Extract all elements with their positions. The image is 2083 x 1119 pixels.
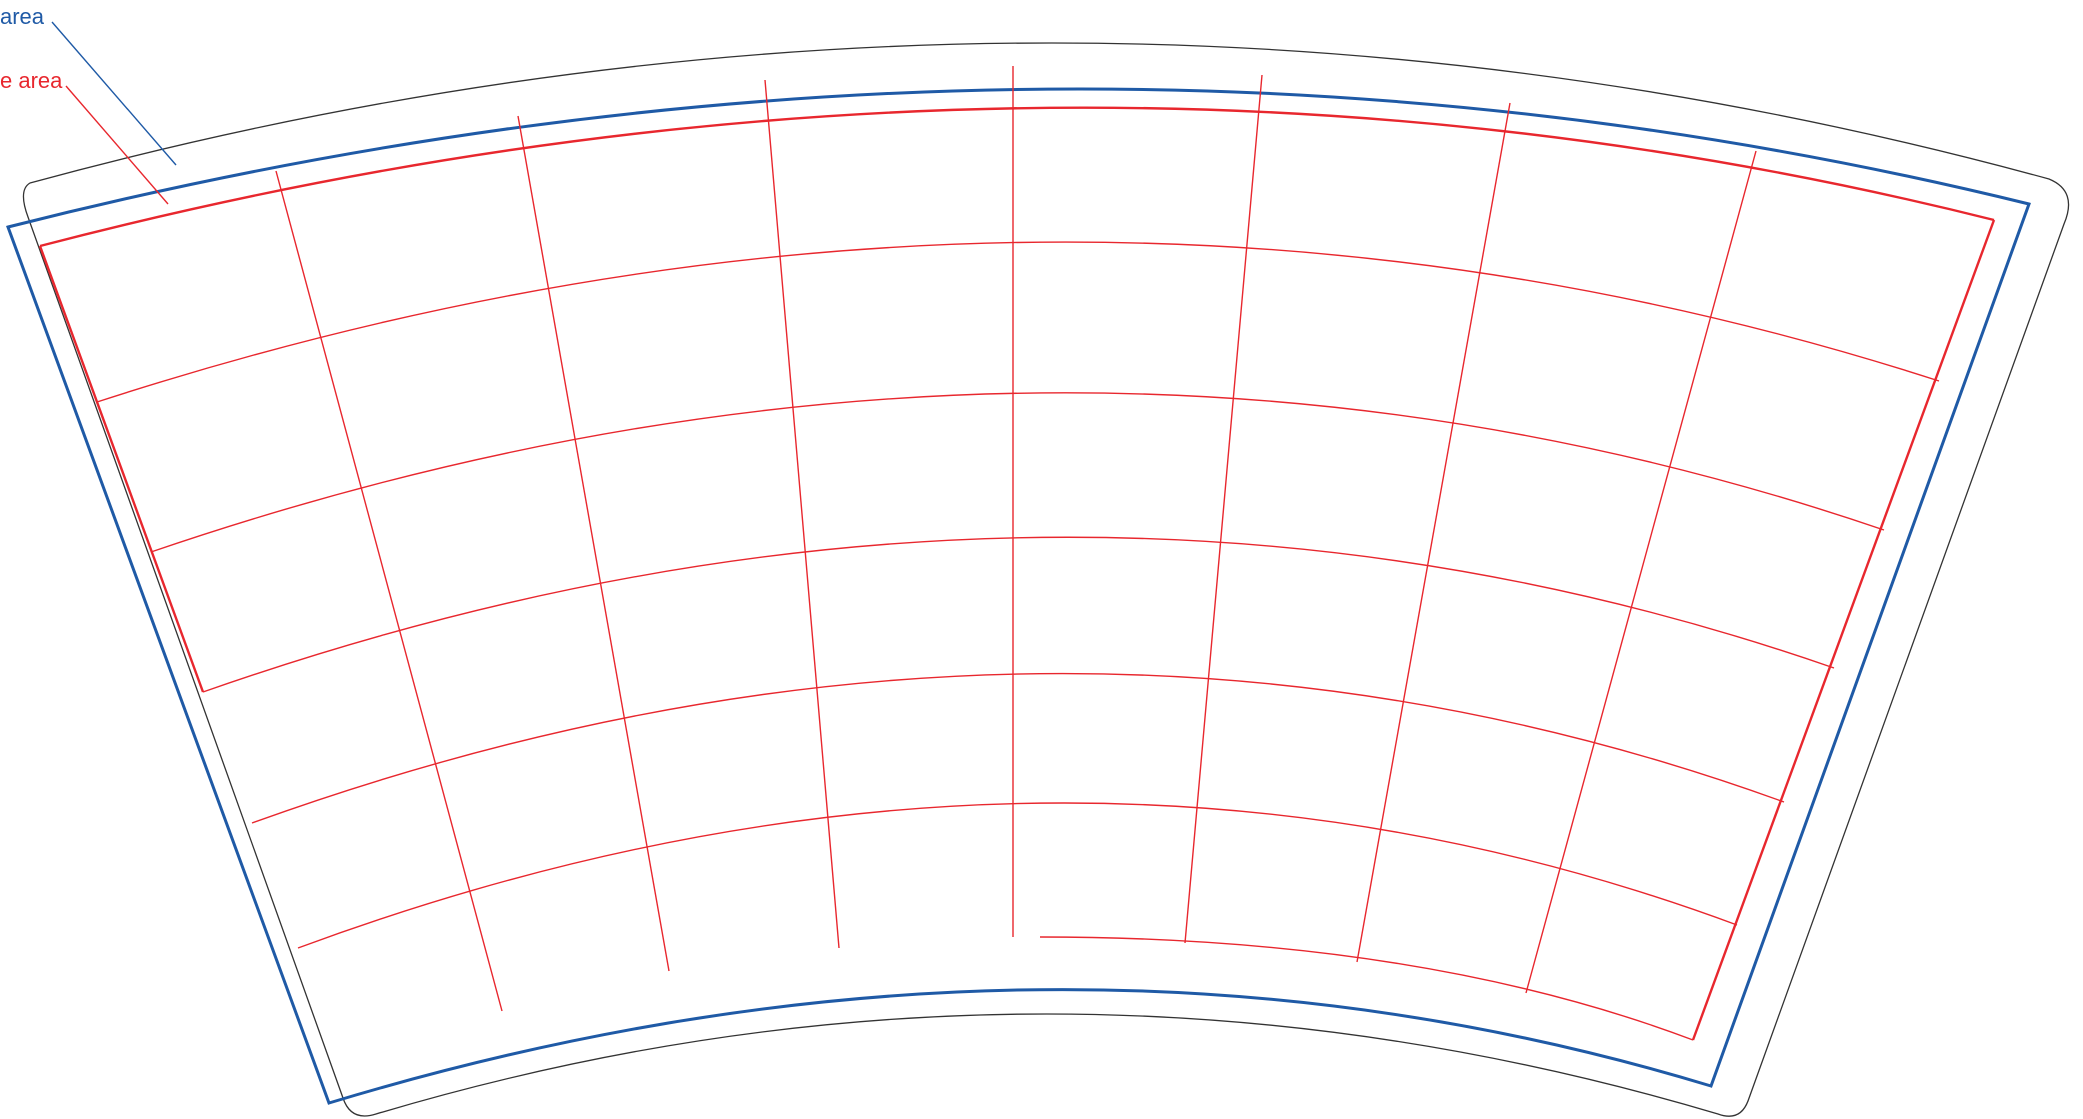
grid-radial-1 (275, 170, 503, 1012)
grid-radial-5 (1184, 74, 1263, 944)
grid-arc-6 (1039, 936, 1694, 1041)
safe-area-top-edge (39, 106, 1995, 248)
grid-arc-1 (96, 241, 1940, 403)
grid-arc-3 (202, 536, 1835, 693)
grid-radial-2 (517, 115, 670, 972)
grid-arc-4 (251, 672, 1785, 824)
grid-radial-3 (764, 79, 840, 949)
bleed-area-label: area (0, 4, 45, 29)
grid-radial-6 (1356, 102, 1511, 963)
grid-arc-2 (150, 392, 1885, 553)
grid-arc-5 (297, 802, 1738, 949)
safe-area-grid (38, 66, 1996, 1041)
safe-area-label: e area (0, 68, 63, 93)
bleed-label-leader (51, 21, 177, 166)
safe-area-left-edge (38, 245, 205, 693)
safe-area-right-edge (1691, 219, 1996, 1041)
trim-outline (22, 42, 2070, 1117)
grid-radial-7 (1525, 150, 1757, 994)
safe-label-leader (65, 85, 169, 205)
bleed-area-outline (6, 87, 2031, 1105)
